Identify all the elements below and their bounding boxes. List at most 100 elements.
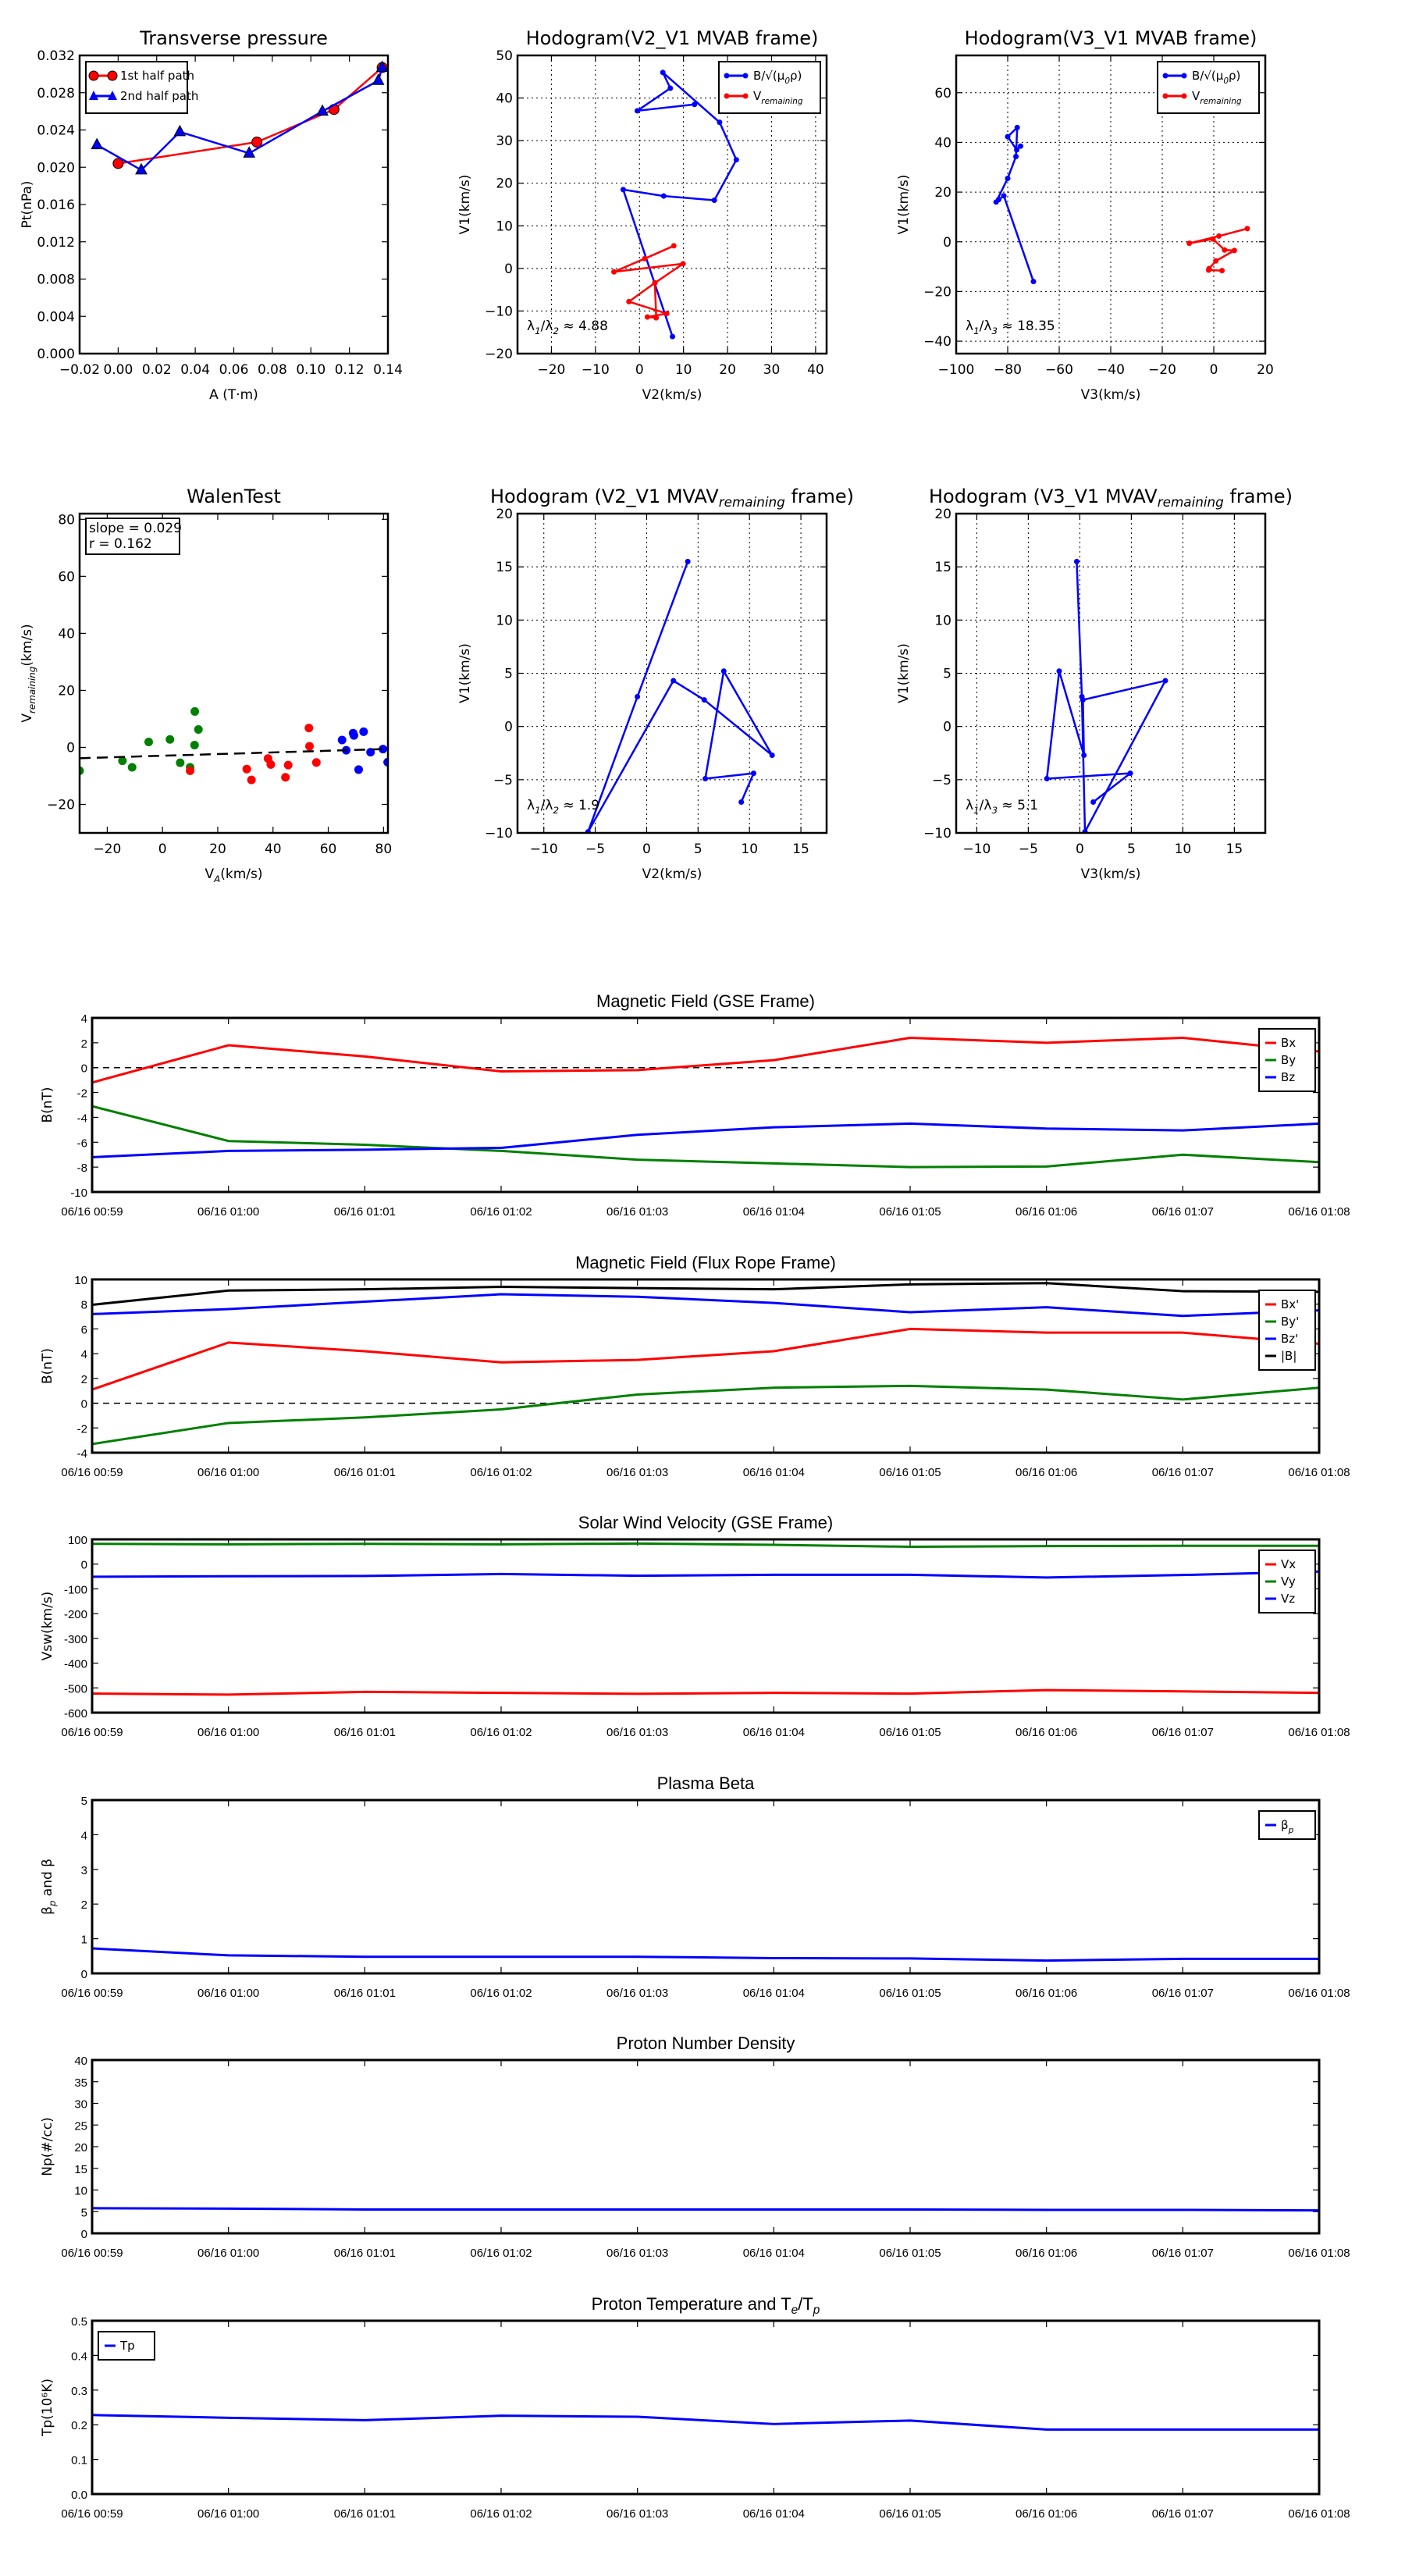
text-run: 06/16 01:02 — [470, 1466, 532, 1479]
text-run: 5 — [943, 667, 951, 682]
y-tick-label: -300 — [64, 1633, 87, 1646]
text-run: 06/16 01:03 — [606, 1726, 668, 1739]
hodo1-series-B-0--point — [692, 101, 698, 108]
legend-item: Vx — [1265, 1557, 1296, 1571]
data-layer — [92, 2207, 1319, 2212]
y-tick-label: -500 — [64, 1682, 87, 1695]
hodo2-series-V-remaining--point — [1205, 267, 1211, 273]
x-tick-label: 06/16 01:00 — [197, 1205, 259, 1219]
walen-series-group-1-point — [165, 735, 175, 744]
text-run: 4 — [81, 1348, 87, 1361]
x-tick-label: 06/16 01:00 — [197, 1726, 259, 1739]
text-run: 0.0 — [71, 2489, 87, 2502]
chart-title: Plasma Beta — [657, 1774, 755, 1793]
y-tick-label: 0 — [81, 1968, 87, 1981]
y-axis-label: Vremaining​(km/s) — [20, 624, 37, 722]
text-run: 0 — [81, 1559, 87, 1572]
legend-item: Bx — [1265, 1036, 1296, 1050]
text-run: 20 — [496, 507, 513, 522]
text-run: −20 — [923, 284, 951, 300]
x-tick-label: 06/16 01:06 — [1016, 2507, 1077, 2521]
x-tick-label: 06/16 01:07 — [1152, 1987, 1214, 2000]
text-run: 06/16 01:05 — [879, 2507, 941, 2521]
text-run: Hodogram(V3_V1 MVAB frame) — [965, 27, 1257, 49]
bfr-series-Bx--line — [92, 1327, 1319, 1391]
hodo1-series-B-0--point — [667, 85, 674, 91]
text-run: -2 — [77, 1087, 87, 1101]
x-tick-label: 06/16 01:05 — [879, 2507, 941, 2521]
x-tick-label: 06/16 01:04 — [743, 1987, 805, 2000]
walen-panel: −20 0 20 40 60 80 −20 0 20 40 60 80 WalenTest VA​(km/… — [20, 486, 392, 884]
text-run: 06/16 01:04 — [743, 1466, 805, 1479]
y-tick-label: 0.012 — [37, 235, 75, 251]
legend-item: Bx' — [1265, 1297, 1299, 1311]
y-tick-label: 5 — [504, 667, 513, 682]
bfr-series-By--line — [92, 1384, 1319, 1446]
x-tick-label: 06/16 01:08 — [1288, 1726, 1350, 1739]
y-tick-label: −10 — [485, 304, 513, 319]
text-run: Tp — [119, 2339, 135, 2353]
text-run: 06/16 01:00 — [197, 1466, 259, 1479]
text-run: 06/16 01:01 — [334, 1987, 396, 2000]
text-run: λ — [966, 318, 973, 334]
x-tick-label: 06/16 00:59 — [61, 1726, 123, 1739]
legend: B/√(μ0​ρ) Vremaining​ — [718, 61, 821, 114]
temp-panel: 06/16 00:59 06/16 01:00 06/16 01:01 06/16 0… — [40, 2294, 1350, 2521]
x-tick-label: −60 — [1045, 362, 1073, 378]
y-tick-label: −20 — [47, 797, 75, 813]
text-run: Vy — [1281, 1574, 1296, 1589]
text-run: A — [213, 873, 220, 884]
x-tick-label: 06/16 01:04 — [743, 1466, 805, 1479]
legend-label: Vz — [1281, 1592, 1295, 1606]
text-run: 15 — [74, 2163, 87, 2176]
y-axis-label: V1(km/s) — [457, 643, 473, 703]
text-run: Vsw(km/s) — [40, 1592, 55, 1661]
hodo4-series-path-point — [1056, 668, 1062, 674]
text-run: 06/16 01:00 — [197, 2507, 259, 2521]
x-tick-label: 06/16 01:03 — [606, 2507, 668, 2521]
chart-title: Magnetic Field (Flux Rope Frame) — [575, 1253, 836, 1272]
walen-series-group-2-point — [247, 775, 256, 785]
axes-frame — [516, 54, 828, 355]
axes-frame — [516, 512, 828, 834]
y-tick-label: 0.0 — [71, 2489, 87, 2502]
text-run: 06/16 00:59 — [61, 1726, 123, 1739]
walen-series-group-3-point — [383, 757, 388, 767]
text-run: 20 — [934, 185, 951, 201]
text-run: 0 — [1210, 362, 1218, 378]
x-axis-label: V2(km/s) — [642, 387, 702, 403]
text-run: 0 — [1223, 76, 1229, 86]
x-tick-label: 15 — [792, 841, 809, 857]
text-run: 0 — [66, 740, 75, 756]
y-tick-label: 40 — [58, 626, 75, 642]
text-run: 15 — [792, 841, 809, 857]
text-run: 06/16 01:03 — [606, 1466, 668, 1479]
y-tick-label: 30 — [74, 2098, 87, 2112]
text-run: Magnetic Field (GSE Frame) — [596, 991, 815, 1011]
text-run: 0.06 — [219, 362, 249, 378]
legend-label: Vx — [1281, 1557, 1296, 1571]
ratio-annotation: λ1​/λ2​ ≈ 4.88 — [527, 318, 608, 336]
text-run: 0.3 — [71, 2385, 87, 2398]
x-tick-label: 06/16 01:00 — [197, 2507, 259, 2521]
hodo4-series-path-point — [1079, 693, 1085, 699]
y-tick-label: 10 — [74, 2185, 87, 2198]
y-tick-label: 0.024 — [37, 123, 75, 139]
x-tick-label: 06/16 00:59 — [61, 2507, 123, 2521]
legend-marker — [1162, 73, 1168, 79]
text-run: frame) — [1224, 486, 1293, 507]
legend-item: |B| — [1265, 1349, 1297, 1363]
text-run: −40 — [923, 334, 951, 350]
legend-item: 1st half path — [88, 69, 194, 83]
hodo1-series-V-remaining--point — [644, 314, 650, 320]
vsw-series-Vz-line — [92, 1570, 1319, 1579]
x-tick-label: 06/16 01:05 — [879, 1726, 941, 1739]
hodo2-series-B-0--point — [1013, 154, 1019, 160]
text-run: 5 — [81, 2206, 87, 2219]
text-run: 0 — [943, 235, 951, 251]
text-run: 0.028 — [37, 86, 75, 101]
hodo1-series-B-0--point — [711, 197, 717, 204]
text-run: 0 — [504, 262, 513, 277]
text-run: Pt(nPa) — [20, 181, 35, 229]
text-run: 06/16 01:04 — [743, 1726, 805, 1739]
